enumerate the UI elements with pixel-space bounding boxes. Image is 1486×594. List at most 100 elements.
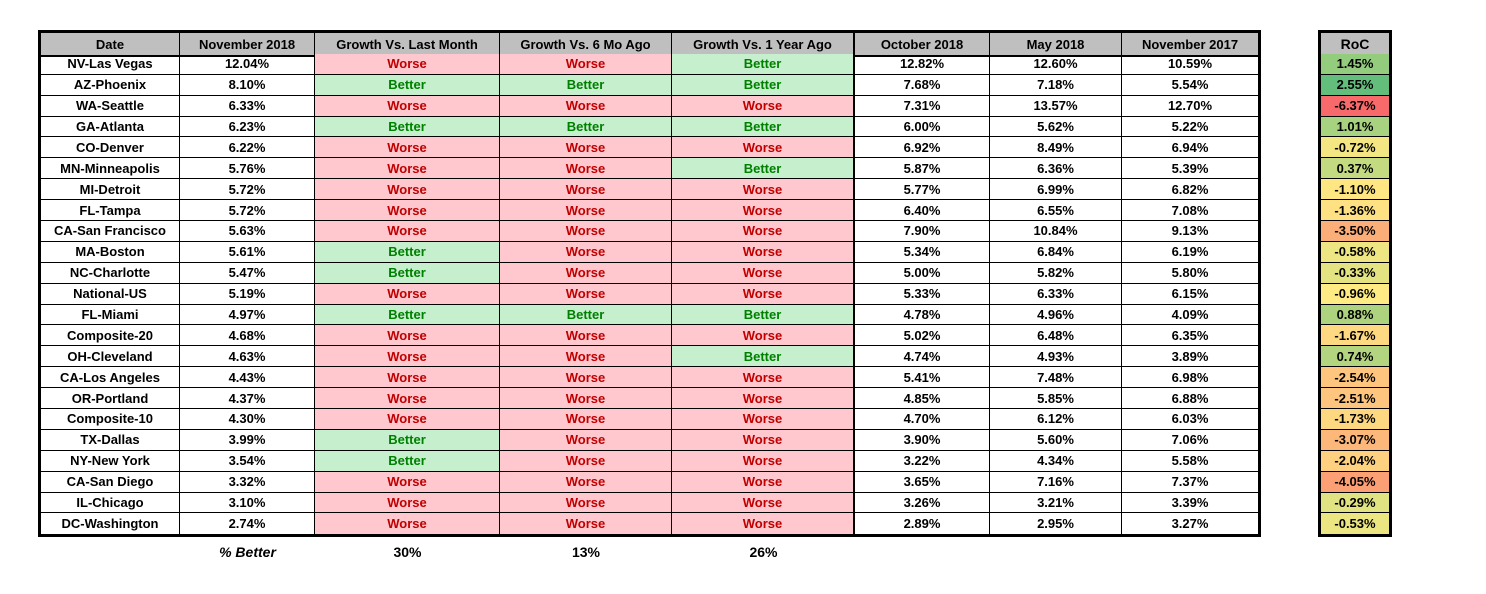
cell-growth-vs-6mo-ago[interactable]: Worse	[500, 283, 672, 305]
summary-label[interactable]: % Better	[219, 543, 276, 560]
roc-cell[interactable]: 1.01%	[1321, 116, 1389, 138]
cell-city[interactable]: FL-Miami	[41, 304, 180, 326]
cell-october-2018[interactable]: 6.40%	[855, 200, 990, 222]
cell-november-2017[interactable]: 5.39%	[1122, 158, 1258, 180]
cell-growth-vs-6mo-ago[interactable]: Worse	[500, 325, 672, 347]
cell-growth-vs-last-month[interactable]: Worse	[315, 388, 500, 410]
cell-may-2018[interactable]: 6.99%	[990, 179, 1122, 201]
cell-growth-vs-1-year-ago[interactable]: Worse	[672, 283, 855, 305]
cell-november-2018[interactable]: 8.10%	[180, 74, 315, 96]
cell-city[interactable]: GA-Atlanta	[41, 116, 180, 138]
cell-november-2018[interactable]: 12.04%	[180, 53, 315, 75]
cell-november-2018[interactable]: 3.54%	[180, 450, 315, 472]
cell-growth-vs-last-month[interactable]: Worse	[315, 513, 500, 535]
roc-cell[interactable]: -1.36%	[1321, 200, 1389, 222]
cell-october-2018[interactable]: 5.87%	[855, 158, 990, 180]
cell-growth-vs-last-month[interactable]: Worse	[315, 367, 500, 389]
cell-growth-vs-last-month[interactable]: Worse	[315, 137, 500, 159]
cell-growth-vs-6mo-ago[interactable]: Better	[500, 74, 672, 96]
cell-city[interactable]: TX-Dallas	[41, 429, 180, 451]
roc-cell[interactable]: 0.88%	[1321, 304, 1389, 326]
cell-growth-vs-6mo-ago[interactable]: Worse	[500, 450, 672, 472]
cell-november-2017[interactable]: 5.54%	[1122, 75, 1258, 96]
cell-city[interactable]: NC-Charlotte	[41, 262, 180, 284]
cell-growth-vs-last-month[interactable]: Worse	[315, 53, 500, 75]
cell-november-2017[interactable]: 3.39%	[1122, 493, 1258, 514]
cell-may-2018[interactable]: 5.85%	[990, 388, 1122, 410]
cell-growth-vs-1-year-ago[interactable]: Worse	[672, 429, 855, 451]
cell-october-2018[interactable]: 3.26%	[855, 492, 990, 514]
cell-growth-vs-6mo-ago[interactable]: Worse	[500, 262, 672, 284]
roc-cell[interactable]: -1.73%	[1321, 409, 1389, 430]
cell-november-2018[interactable]: 5.47%	[180, 262, 315, 284]
cell-growth-vs-1-year-ago[interactable]: Worse	[672, 325, 855, 347]
cell-growth-vs-6mo-ago[interactable]: Worse	[500, 409, 672, 430]
cell-growth-vs-6mo-ago[interactable]: Better	[500, 304, 672, 326]
cell-city[interactable]: MA-Boston	[41, 241, 180, 263]
cell-may-2018[interactable]: 5.60%	[990, 429, 1122, 451]
cell-november-2017[interactable]: 5.80%	[1122, 263, 1258, 284]
cell-october-2018[interactable]: 4.74%	[855, 346, 990, 368]
cell-november-2017[interactable]: 9.13%	[1122, 221, 1258, 242]
cell-october-2018[interactable]: 3.22%	[855, 450, 990, 472]
cell-growth-vs-6mo-ago[interactable]: Worse	[500, 95, 672, 117]
roc-cell[interactable]: 0.74%	[1321, 346, 1389, 368]
cell-city[interactable]: OH-Cleveland	[41, 346, 180, 368]
cell-growth-vs-last-month[interactable]: Worse	[315, 283, 500, 305]
cell-growth-vs-6mo-ago[interactable]: Worse	[500, 346, 672, 368]
cell-october-2018[interactable]: 4.70%	[855, 409, 990, 430]
cell-may-2018[interactable]: 6.84%	[990, 241, 1122, 263]
cell-november-2018[interactable]: 4.30%	[180, 409, 315, 430]
cell-growth-vs-last-month[interactable]: Worse	[315, 409, 500, 430]
cell-city[interactable]: National-US	[41, 283, 180, 305]
cell-november-2018[interactable]: 2.74%	[180, 513, 315, 535]
cell-may-2018[interactable]: 6.55%	[990, 200, 1122, 222]
cell-november-2018[interactable]: 4.68%	[180, 325, 315, 347]
cell-city[interactable]: Composite-20	[41, 325, 180, 347]
cell-october-2018[interactable]: 7.90%	[855, 221, 990, 242]
cell-october-2018[interactable]: 5.33%	[855, 283, 990, 305]
cell-growth-vs-6mo-ago[interactable]: Worse	[500, 158, 672, 180]
cell-city[interactable]: FL-Tampa	[41, 200, 180, 222]
cell-city[interactable]: CA-San Francisco	[41, 221, 180, 242]
cell-growth-vs-1-year-ago[interactable]: Worse	[672, 262, 855, 284]
cell-growth-vs-6mo-ago[interactable]: Better	[500, 116, 672, 138]
cell-growth-vs-last-month[interactable]: Better	[315, 450, 500, 472]
cell-growth-vs-last-month[interactable]: Better	[315, 74, 500, 96]
cell-may-2018[interactable]: 13.57%	[990, 95, 1122, 117]
cell-november-2018[interactable]: 5.72%	[180, 200, 315, 222]
cell-growth-vs-6mo-ago[interactable]: Worse	[500, 492, 672, 514]
roc-cell[interactable]: 2.55%	[1321, 74, 1389, 96]
cell-growth-vs-1-year-ago[interactable]: Worse	[672, 367, 855, 389]
cell-may-2018[interactable]: 2.95%	[990, 513, 1122, 535]
cell-october-2018[interactable]: 3.90%	[855, 429, 990, 451]
roc-cell[interactable]: -4.05%	[1321, 471, 1389, 493]
cell-november-2018[interactable]: 5.19%	[180, 283, 315, 305]
cell-growth-vs-6mo-ago[interactable]: Worse	[500, 241, 672, 263]
cell-november-2018[interactable]: 6.22%	[180, 137, 315, 159]
cell-october-2018[interactable]: 2.89%	[855, 513, 990, 535]
cell-november-2017[interactable]: 5.58%	[1122, 451, 1258, 472]
cell-october-2018[interactable]: 5.02%	[855, 325, 990, 347]
cell-growth-vs-1-year-ago[interactable]: Worse	[672, 492, 855, 514]
roc-cell[interactable]: -0.53%	[1321, 513, 1389, 535]
cell-november-2017[interactable]: 6.98%	[1122, 367, 1258, 389]
cell-growth-vs-last-month[interactable]: Worse	[315, 158, 500, 180]
cell-october-2018[interactable]: 6.92%	[855, 137, 990, 159]
column-header-growth-vs-last-month[interactable]: Growth Vs. Last Month	[315, 33, 500, 57]
summary-pct-better-1yr[interactable]: 26%	[749, 543, 778, 560]
cell-growth-vs-1-year-ago[interactable]: Better	[672, 346, 855, 368]
cell-november-2017[interactable]: 4.09%	[1122, 305, 1258, 326]
cell-october-2018[interactable]: 4.78%	[855, 304, 990, 326]
cell-city[interactable]: Composite-10	[41, 409, 180, 430]
cell-growth-vs-1-year-ago[interactable]: Worse	[672, 200, 855, 222]
roc-cell[interactable]: -0.58%	[1321, 241, 1389, 263]
cell-city[interactable]: WA-Seattle	[41, 95, 180, 117]
cell-november-2017[interactable]: 7.06%	[1122, 430, 1258, 451]
roc-cell[interactable]: -0.96%	[1321, 283, 1389, 305]
roc-cell[interactable]: -3.07%	[1321, 429, 1389, 451]
cell-november-2018[interactable]: 3.99%	[180, 429, 315, 451]
cell-growth-vs-6mo-ago[interactable]: Worse	[500, 429, 672, 451]
cell-november-2017[interactable]: 5.22%	[1122, 117, 1258, 138]
cell-growth-vs-last-month[interactable]: Worse	[315, 200, 500, 222]
